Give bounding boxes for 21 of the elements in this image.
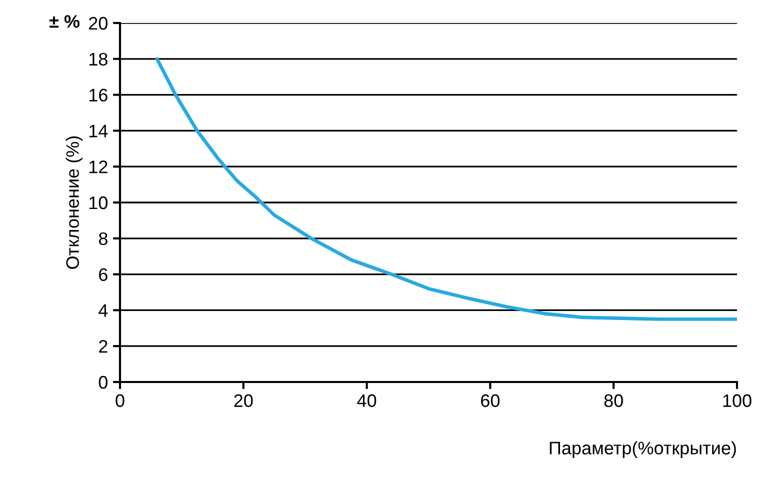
line-series [155, 57, 737, 321]
x-tick-label: 100 [723, 394, 752, 408]
y-tick-label: 0 [98, 376, 108, 389]
x-axis-title: Параметр(%открытие) [550, 441, 736, 458]
text: ± % [49, 15, 80, 28]
x-tick-label: 40 [357, 394, 376, 408]
x-tick-label: 80 [604, 394, 623, 408]
y-tick-label: 16 [89, 88, 108, 102]
y-tick-label: 14 [89, 124, 108, 138]
x-tick-label: 0 [116, 394, 124, 408]
y-tick-label: 10 [89, 196, 108, 210]
y-tick-label: 8 [98, 232, 108, 246]
y-tick-label: 18 [89, 52, 108, 66]
x-tick-label: 60 [481, 394, 500, 408]
y-axis-title: Отклонение (%) [66, 136, 83, 269]
x-tick-label: 20 [234, 394, 253, 408]
y-tick-label: 4 [98, 304, 108, 317]
y-tick-label: 6 [99, 268, 108, 282]
y-tick-label: 20 [89, 16, 108, 30]
y-tick-label: 2 [99, 340, 108, 353]
y-tick-label: 12 [89, 160, 108, 174]
